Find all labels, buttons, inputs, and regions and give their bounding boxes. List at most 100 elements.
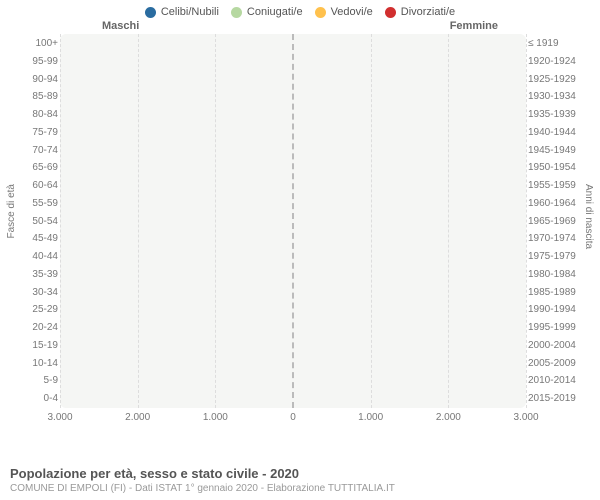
age-tick: 75-79 — [16, 127, 58, 138]
age-tick: 25-29 — [16, 304, 58, 315]
chart-container: Fasce di età Anni di nascita 100+95-9990… — [8, 34, 592, 432]
birth-tick: 1990-1994 — [528, 304, 584, 315]
birth-tick: 1940-1944 — [528, 127, 584, 138]
pyramid-row — [60, 336, 526, 351]
pyramid-row — [60, 319, 526, 334]
female-label: Femmine — [450, 20, 498, 32]
birth-tick: 1950-1954 — [528, 162, 584, 173]
birth-tick: 1975-1979 — [528, 251, 584, 262]
age-tick: 15-19 — [16, 340, 58, 351]
age-tick: 30-34 — [16, 287, 58, 298]
pyramid-row — [60, 38, 526, 53]
pyramid-row — [60, 126, 526, 141]
birth-tick: 1935-1939 — [528, 109, 584, 120]
gender-labels: Maschi Femmine — [0, 20, 600, 32]
legend-swatch — [231, 7, 242, 18]
legend-label: Coniugati/e — [247, 6, 303, 18]
pyramid-row — [60, 143, 526, 158]
pyramid-row — [60, 108, 526, 123]
grid-line — [526, 34, 527, 408]
pyramid-row — [60, 73, 526, 88]
age-tick: 70-74 — [16, 145, 58, 156]
x-tick: 1.000 — [358, 412, 383, 423]
pyramid-rows — [60, 38, 526, 404]
age-tick: 50-54 — [16, 216, 58, 227]
age-tick: 5-9 — [16, 375, 58, 386]
birth-tick: 1930-1934 — [528, 91, 584, 102]
age-tick: 20-24 — [16, 322, 58, 333]
pyramid-row — [60, 178, 526, 193]
age-tick: 80-84 — [16, 109, 58, 120]
pyramid-row — [60, 56, 526, 71]
footer: Popolazione per età, sesso e stato civil… — [10, 466, 590, 494]
birth-tick: 1925-1929 — [528, 74, 584, 85]
male-label: Maschi — [102, 20, 139, 32]
pyramid-row — [60, 213, 526, 228]
pyramid-row — [60, 354, 526, 369]
birth-tick: 1960-1964 — [528, 198, 584, 209]
pyramid-row — [60, 266, 526, 281]
age-tick: 10-14 — [16, 358, 58, 369]
chart-title: Popolazione per età, sesso e stato civil… — [10, 466, 590, 481]
y-axis-right-title: Anni di nascita — [583, 184, 594, 249]
birth-tick: 1920-1924 — [528, 56, 584, 67]
legend-label: Vedovi/e — [331, 6, 373, 18]
age-tick: 65-69 — [16, 162, 58, 173]
x-tick: 3.000 — [47, 412, 72, 423]
pyramid-row — [60, 249, 526, 264]
pyramid-row — [60, 91, 526, 106]
pyramid-row — [60, 231, 526, 246]
birth-tick: 1945-1949 — [528, 145, 584, 156]
legend-item: Vedovi/e — [315, 6, 373, 18]
plot-area — [60, 34, 526, 408]
birth-axis: ≤ 1919 1920-1924 1925-1929 1930-1934 1935-19… — [528, 38, 584, 404]
x-tick: 0 — [290, 412, 296, 423]
legend-item: Celibi/Nubili — [145, 6, 219, 18]
grid-line — [371, 34, 372, 408]
grid-line — [138, 34, 139, 408]
x-tick: 1.000 — [203, 412, 228, 423]
pyramid-row — [60, 196, 526, 211]
legend-label: Celibi/Nubili — [161, 6, 219, 18]
birth-tick: 2000-2004 — [528, 340, 584, 351]
legend-swatch — [315, 7, 326, 18]
pyramid-row — [60, 389, 526, 404]
age-tick: 90-94 — [16, 74, 58, 85]
age-tick: 95-99 — [16, 56, 58, 67]
legend-item: Coniugati/e — [231, 6, 303, 18]
birth-tick: 1985-1989 — [528, 287, 584, 298]
age-tick: 40-44 — [16, 251, 58, 262]
birth-tick: 2015-2019 — [528, 393, 584, 404]
age-tick: 85-89 — [16, 91, 58, 102]
birth-tick: 1970-1974 — [528, 233, 584, 244]
legend-swatch — [145, 7, 156, 18]
birth-tick: 2010-2014 — [528, 375, 584, 386]
age-tick: 100+ — [16, 38, 58, 49]
age-tick: 0-4 — [16, 393, 58, 404]
birth-tick: 1980-1984 — [528, 269, 584, 280]
age-tick: 55-59 — [16, 198, 58, 209]
legend-label: Divorziati/e — [401, 6, 455, 18]
grid-line — [60, 34, 61, 408]
grid-line — [448, 34, 449, 408]
chart-subtitle: COMUNE DI EMPOLI (FI) - Dati ISTAT 1° ge… — [10, 483, 590, 494]
pyramid-row — [60, 371, 526, 386]
x-tick: 2.000 — [125, 412, 150, 423]
pyramid-row — [60, 161, 526, 176]
birth-tick: 1955-1959 — [528, 180, 584, 191]
birth-tick: ≤ 1919 — [528, 38, 584, 49]
x-axis: 3.0002.0001.00001.0002.0003.000 — [60, 412, 526, 428]
legend: Celibi/Nubili Coniugati/e Vedovi/e Divorzia… — [0, 0, 600, 20]
age-tick: 60-64 — [16, 180, 58, 191]
age-tick: 45-49 — [16, 233, 58, 244]
x-tick: 3.000 — [513, 412, 538, 423]
pyramid-row — [60, 301, 526, 316]
legend-item: Divorziati/e — [385, 6, 455, 18]
birth-tick: 2005-2009 — [528, 358, 584, 369]
birth-tick: 1965-1969 — [528, 216, 584, 227]
birth-tick: 1995-1999 — [528, 322, 584, 333]
age-axis: 100+ 95-99 90-94 85-89 80-84 75-79 70-74 65-69 6… — [16, 38, 58, 404]
grid-line — [215, 34, 216, 408]
age-tick: 35-39 — [16, 269, 58, 280]
x-tick: 2.000 — [436, 412, 461, 423]
